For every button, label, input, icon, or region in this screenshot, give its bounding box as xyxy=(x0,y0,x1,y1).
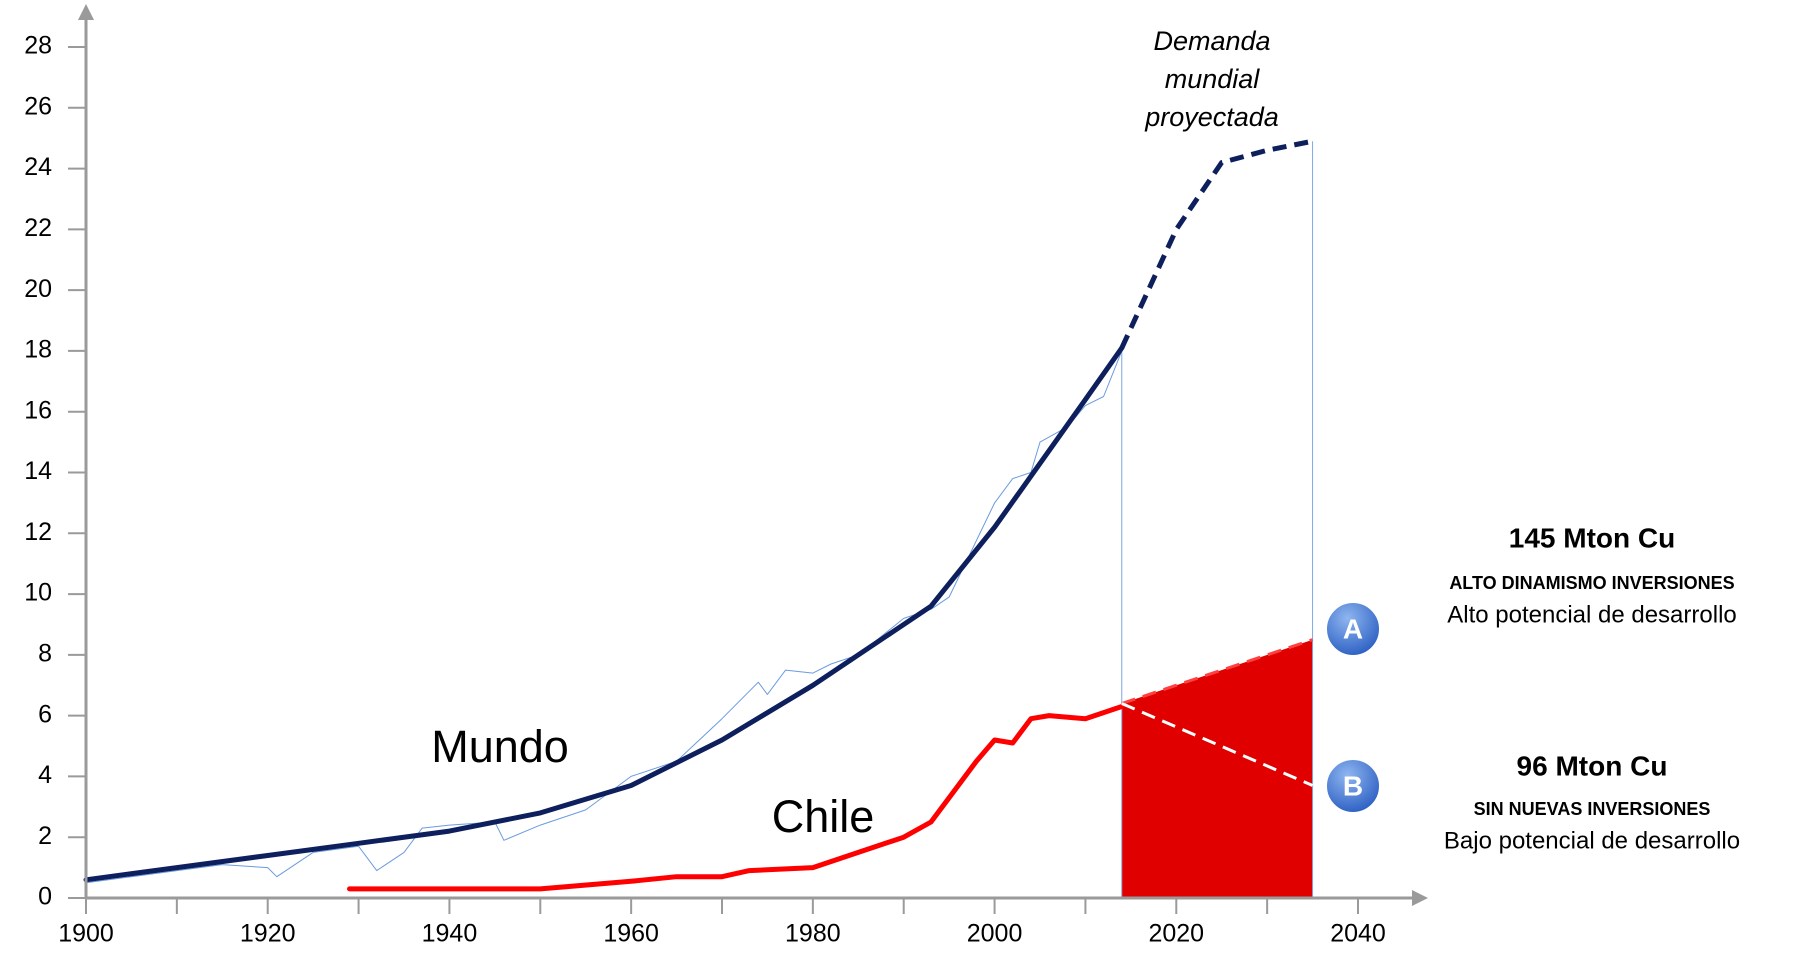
x-tick-label: 1900 xyxy=(58,920,114,948)
annotation: SIN NUEVAS INVERSIONES xyxy=(1474,799,1711,819)
x-tick-label: 2020 xyxy=(1148,920,1204,948)
projection-label: Demanda mundial proyectada xyxy=(1145,26,1279,132)
series-line xyxy=(347,704,1125,892)
scenario-badge xyxy=(1325,601,1381,657)
x-axis-arrow xyxy=(1412,890,1428,906)
y-tick-label: 10 xyxy=(24,579,52,607)
y-tick-label: 18 xyxy=(24,336,52,364)
annotation: Alto potencial de desarrollo xyxy=(1447,601,1737,628)
x-tick-label: 1980 xyxy=(785,920,841,948)
y-tick-label: 6 xyxy=(38,700,52,728)
annotation: 145 Mton Cu xyxy=(1509,522,1675,553)
scenario-label: B xyxy=(1343,770,1363,801)
y-tick-label: 4 xyxy=(38,761,52,789)
series-line xyxy=(1121,638,1314,705)
x-tick-label: 2000 xyxy=(967,920,1023,948)
x-tick-label: 2040 xyxy=(1330,920,1386,948)
y-tick-label: 12 xyxy=(24,518,52,546)
series-line xyxy=(85,350,1123,884)
scenario-area xyxy=(1121,639,1313,898)
scenario-label: A xyxy=(1343,613,1363,644)
y-axis-arrow xyxy=(78,4,94,20)
y-tick-label: 2 xyxy=(38,822,52,850)
y-tick-label: 26 xyxy=(24,92,52,120)
x-tick-label: 1920 xyxy=(240,920,296,948)
series-line xyxy=(83,345,1125,883)
series-label: Chile xyxy=(772,791,875,842)
x-tick-label: 1940 xyxy=(422,920,478,948)
y-tick-label: 16 xyxy=(24,396,52,424)
y-tick-label: 20 xyxy=(24,275,52,303)
y-tick-label: 28 xyxy=(24,32,52,60)
x-tick-label: 1960 xyxy=(603,920,659,948)
series-line xyxy=(1121,702,1314,787)
annotation: 96 Mton Cu xyxy=(1517,750,1668,781)
series-label: Mundo xyxy=(431,721,569,772)
series-line xyxy=(1119,138,1314,349)
y-tick-label: 22 xyxy=(24,214,52,242)
y-tick-label: 14 xyxy=(24,457,52,485)
plot-area xyxy=(83,138,1314,898)
annotation: Bajo potencial de desarrollo xyxy=(1444,827,1740,854)
scenario-badge xyxy=(1325,758,1381,814)
y-tick-label: 24 xyxy=(24,153,52,181)
annotation: ALTO DINAMISMO INVERSIONES xyxy=(1449,573,1734,593)
y-tick-label: 0 xyxy=(38,883,52,911)
y-tick-label: 8 xyxy=(38,639,52,667)
